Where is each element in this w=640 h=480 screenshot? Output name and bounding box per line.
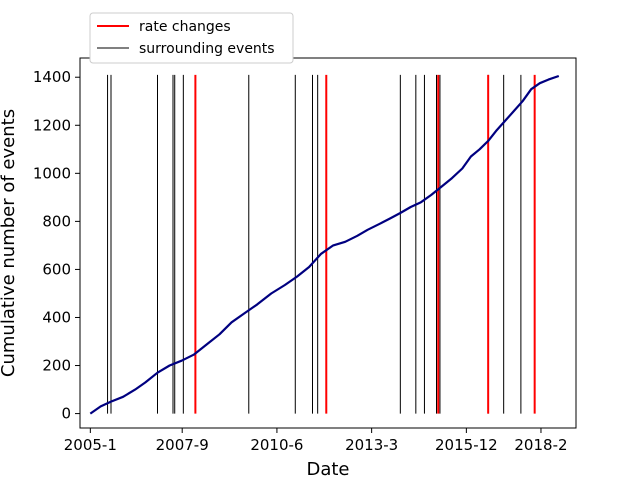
y-tick-label-0: 0 <box>61 405 71 423</box>
y-tick-label-5: 1000 <box>33 164 71 182</box>
x-axis: 2005-1 2007-9 2010-6 2013-3 2015-12 2018-2 <box>64 428 568 454</box>
legend-box <box>89 12 294 64</box>
legend-label-surrounding-events: surrounding events <box>139 41 275 57</box>
x-tick-label-4: 2015-12 <box>435 436 498 454</box>
y-axis-title: Cumulative number of events <box>0 109 19 377</box>
series-layer <box>89 74 560 415</box>
x-axis-title: Date <box>306 459 349 480</box>
legend: rate changes surrounding events <box>89 12 294 64</box>
y-tick-label-1: 200 <box>42 357 71 375</box>
series-line-0 <box>89 74 560 415</box>
legend-label-rate-changes: rate changes <box>139 19 231 35</box>
y-tick-label-7: 1400 <box>33 68 71 86</box>
y-tick-label-2: 400 <box>42 308 71 326</box>
y-tick-label-4: 800 <box>42 212 71 230</box>
x-tick-label-5: 2018-2 <box>514 436 567 454</box>
y-tick-label-6: 1200 <box>33 116 71 134</box>
y-axis: 0 200 400 600 800 1000 1200 1400 <box>33 68 80 423</box>
x-tick-label-2: 2010-6 <box>250 436 303 454</box>
x-tick-label-0: 2005-1 <box>64 436 117 454</box>
plot-frame <box>79 57 577 429</box>
y-tick-label-3: 600 <box>42 260 71 278</box>
x-tick-label-3: 2013-3 <box>345 436 398 454</box>
x-tick-label-1: 2007-9 <box>156 436 209 454</box>
event-lines <box>107 74 536 414</box>
